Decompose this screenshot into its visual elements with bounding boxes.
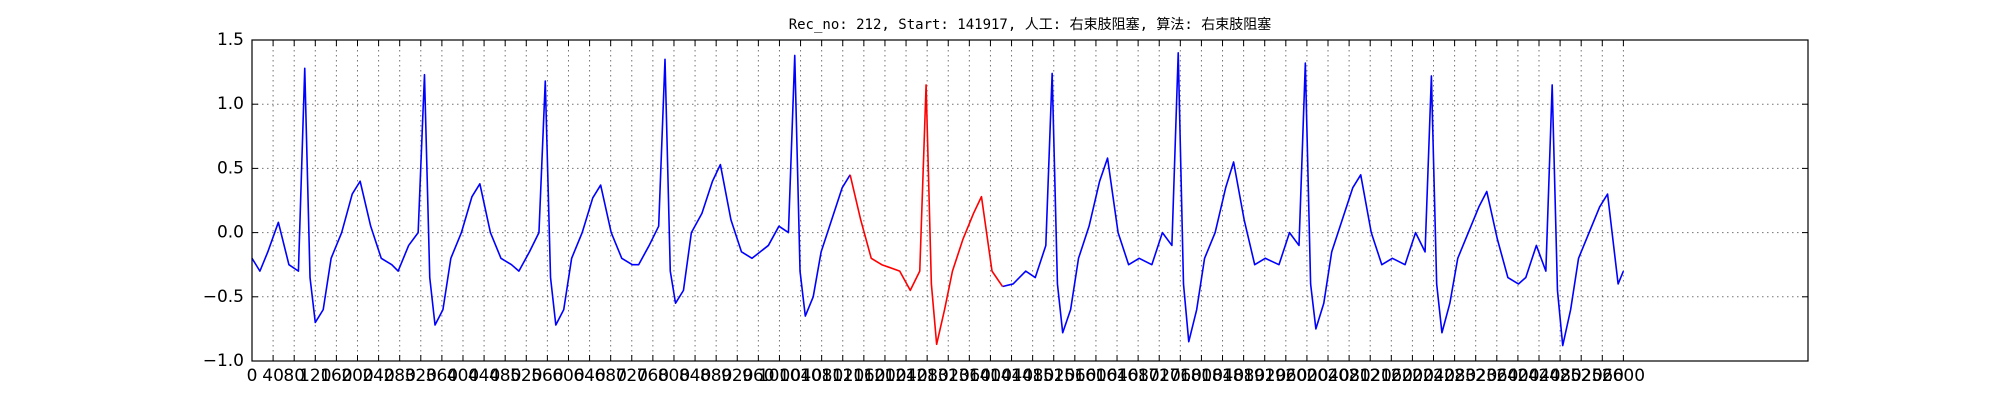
x-tick-label: 1640 (1095, 366, 1138, 386)
x-tick-label: 1480 (1011, 366, 1054, 386)
y-tick-label: 1.5 (217, 30, 244, 50)
x-tick-label: 120 (299, 366, 331, 386)
x-tick-label: 720 (616, 366, 648, 386)
x-tick-label: 2200 (1391, 366, 1434, 386)
x-tick-label: 1120 (821, 366, 864, 386)
x-tick-label: 2280 (1433, 366, 1476, 386)
series-line (849, 84, 1004, 346)
x-tick-label: 240 (362, 366, 394, 386)
x-tick-label: 2040 (1306, 366, 1349, 386)
x-tick-label: 1360 (948, 366, 991, 386)
x-tick-label: 600 (552, 366, 584, 386)
x-tick-label: 920 (721, 366, 753, 386)
x-tick-label: 160 (320, 366, 352, 386)
x-tick-label: 2080 (1327, 366, 1370, 386)
x-tick-label: 1520 (1032, 366, 1075, 386)
x-tick-label: 440 (468, 366, 500, 386)
x-tick-label: 320 (405, 366, 437, 386)
x-tick-label: 2000 (1285, 366, 1328, 386)
x-tick-label: 1240 (884, 366, 927, 386)
plot-frame (251, 39, 1809, 362)
x-tick-label: 0 (247, 366, 258, 386)
x-tick-label: 2360 (1475, 366, 1518, 386)
x-tick-label: 1680 (1116, 366, 1159, 386)
x-tick-label: 2440 (1517, 366, 1560, 386)
x-tick-label: 40 (262, 366, 284, 386)
y-tick-label: 1.0 (217, 94, 244, 114)
x-tick-label: 1560 (1053, 366, 1096, 386)
x-tick-label: 640 (573, 366, 605, 386)
x-tick-label: 2600 (1602, 366, 1645, 386)
x-tick-label: 400 (447, 366, 479, 386)
x-tick-label: 840 (679, 366, 711, 386)
x-tick-label: 2160 (1370, 366, 1413, 386)
x-tick-label: 760 (637, 366, 669, 386)
x-tick-label: 1200 (863, 366, 906, 386)
x-tick-label: 960 (742, 366, 774, 386)
x-tick-label: 880 (700, 366, 732, 386)
x-tick-label: 2560 (1581, 366, 1624, 386)
x-tick-label: 1880 (1222, 366, 1265, 386)
x-tick-label: 1040 (779, 366, 822, 386)
x-tick-label: 1720 (1138, 366, 1181, 386)
x-tick-label: 2480 (1538, 366, 1581, 386)
y-tick-label: −0.5 (203, 287, 244, 307)
x-tick-label: 2320 (1454, 366, 1497, 386)
y-tick-label: −1.0 (203, 351, 244, 371)
x-tick-label: 1160 (842, 366, 885, 386)
x-tick-label: 80 (283, 366, 305, 386)
x-tick-label: 1000 (758, 366, 801, 386)
x-tick-label: 1960 (1264, 366, 1307, 386)
x-tick-label: 200 (341, 366, 373, 386)
x-tick-label: 2520 (1560, 366, 1603, 386)
y-tick-label: 0.0 (217, 223, 244, 243)
x-tick-label: 360 (426, 366, 458, 386)
x-tick-label: 1280 (906, 366, 949, 386)
x-tick-label: 280 (383, 366, 415, 386)
x-tick-label: 1920 (1243, 366, 1286, 386)
x-tick-label: 1400 (969, 366, 1012, 386)
x-tick-label: 680 (594, 366, 626, 386)
chart-title: Rec_no: 212, Start: 141917, 人工: 右束肢阻塞, 算… (789, 16, 1272, 33)
x-tick-label: 1080 (800, 366, 843, 386)
x-tick-label: 480 (489, 366, 521, 386)
x-tick-label: 1320 (927, 366, 970, 386)
x-tick-label: 1440 (990, 366, 1033, 386)
y-tick-label: 0.5 (217, 158, 244, 178)
x-tick-label: 560 (531, 366, 563, 386)
x-tick-label: 1600 (1074, 366, 1117, 386)
x-tick-label: 1800 (1180, 366, 1223, 386)
x-tick-label: 800 (658, 366, 690, 386)
x-tick-label: 2120 (1349, 366, 1392, 386)
x-tick-label: 2400 (1496, 366, 1539, 386)
x-tick-label: 1840 (1201, 366, 1244, 386)
x-tick-label: 1760 (1159, 366, 1202, 386)
series-line (251, 52, 1625, 347)
x-tick-label: 520 (510, 366, 542, 386)
x-tick-label: 2240 (1412, 366, 1455, 386)
